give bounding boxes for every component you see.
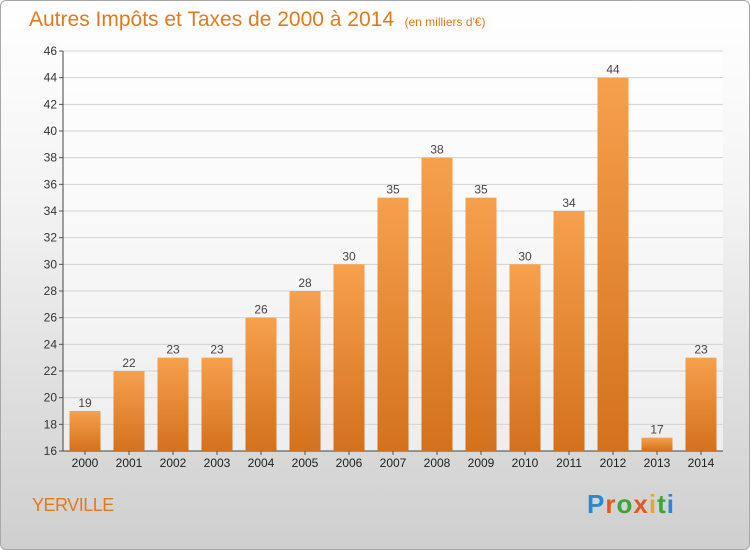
x-tick-label: 2009 [468,456,495,470]
bar-value-label: 22 [122,356,136,370]
bar [377,197,409,451]
bar [333,264,365,451]
bar-value-label: 38 [430,143,444,157]
location-label: YERVILLE [32,495,114,515]
x-tick-label: 2010 [512,456,539,470]
y-tick-label: 28 [44,284,58,298]
proxiti-logo: Proxiti [587,489,675,519]
bar [465,197,497,451]
y-tick-label: 26 [44,311,58,325]
x-tick-label: 2000 [72,456,99,470]
bar [641,437,673,451]
bar-value-label: 44 [606,63,620,77]
y-tick-label: 18 [44,417,58,431]
x-tick-label: 2005 [292,456,319,470]
bar [157,357,189,451]
y-tick-label: 42 [44,97,58,111]
chart-title-block: Autres Impôts et Taxes de 2000 à 2014 (e… [29,8,485,32]
y-tick-label: 20 [44,391,58,405]
bar-value-label: 35 [474,183,488,197]
bar-value-label: 28 [298,276,312,290]
x-tick-label: 2004 [248,456,275,470]
y-tick-label: 40 [44,124,58,138]
y-tick-label: 24 [44,337,58,351]
bar [69,411,101,451]
bar [509,264,541,451]
x-tick-label: 2003 [204,456,231,470]
bar [245,317,277,451]
bar-value-label: 26 [254,303,268,317]
chart-subtitle: (en milliers d'€) [404,15,486,29]
bar-value-label: 35 [386,183,400,197]
y-tick-label: 46 [44,44,58,58]
y-tick-label: 44 [44,71,58,85]
x-tick-label: 2008 [424,456,451,470]
x-tick-label: 2006 [336,456,363,470]
bar [597,77,629,452]
bar-value-label: 23 [166,343,180,357]
bar-value-label: 30 [518,249,532,263]
x-tick-label: 2001 [116,456,143,470]
y-tick-label: 22 [44,364,58,378]
y-tick-label: 36 [44,177,58,191]
x-tick-label: 2013 [644,456,671,470]
bar [289,291,321,451]
bar [421,157,453,451]
y-tick-label: 34 [44,204,58,218]
y-tick-label: 30 [44,257,58,271]
bar-value-label: 23 [210,343,224,357]
x-tick-label: 2007 [380,456,407,470]
y-tick-label: 16 [44,444,58,458]
bar [201,357,233,451]
bar-value-label: 34 [562,196,576,210]
x-tick-label: 2011 [556,456,582,470]
bar [685,357,717,451]
bar-value-label: 17 [650,423,664,437]
bar-value-label: 30 [342,249,356,263]
x-tick-label: 2002 [160,456,187,470]
y-tick-label: 32 [44,231,58,245]
y-tick-label: 38 [44,151,58,165]
bar [113,371,145,451]
x-tick-label: 2012 [600,456,627,470]
bar-value-label: 19 [78,396,92,410]
chart-title: Autres Impôts et Taxes de 2000 à 2014 [29,8,395,31]
bar-value-label: 23 [694,343,708,357]
bar [553,211,585,451]
x-tick-label: 2014 [688,456,715,470]
